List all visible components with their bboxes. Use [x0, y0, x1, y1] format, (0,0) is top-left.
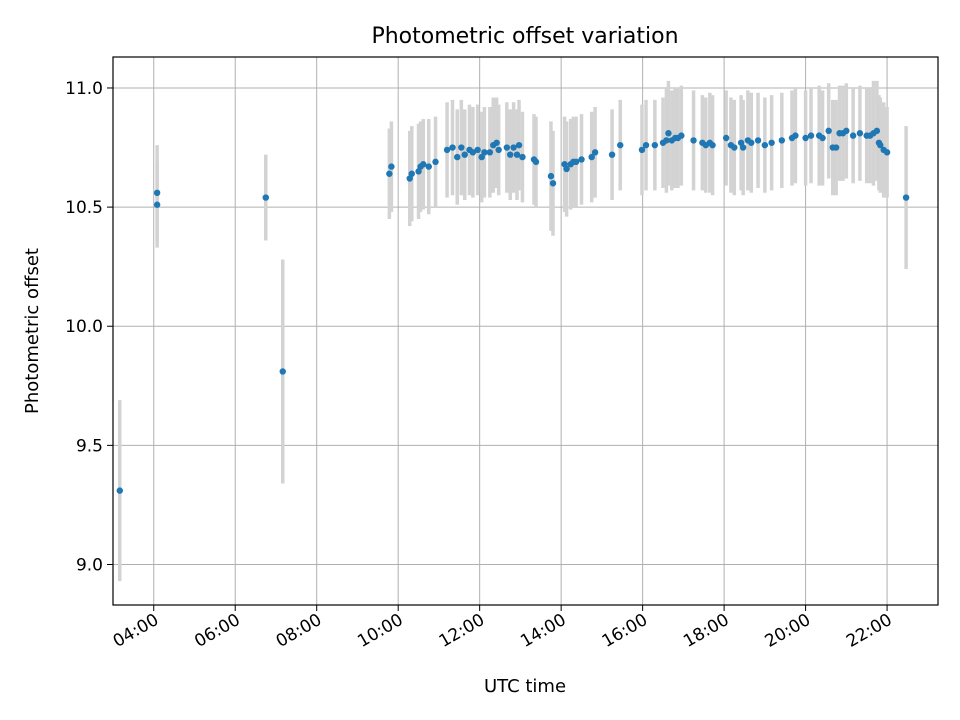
data-point — [819, 134, 826, 142]
grid — [113, 57, 938, 605]
data-point — [642, 141, 650, 149]
y-tick-label: 10.0 — [65, 317, 103, 337]
data-point — [739, 144, 747, 151]
data-point — [663, 137, 670, 144]
data-point — [458, 144, 465, 151]
data-point — [825, 127, 832, 135]
data-point — [495, 146, 502, 154]
data-point — [690, 137, 697, 144]
data-point — [513, 151, 521, 158]
x-tick-label: 04:00 — [110, 610, 162, 652]
data-point — [116, 487, 123, 494]
data-point — [778, 137, 786, 144]
y-tick-label: 11.0 — [65, 79, 103, 99]
data-point — [153, 189, 161, 197]
data-point — [768, 139, 775, 146]
data-point — [617, 141, 624, 149]
data-point — [486, 149, 494, 156]
x-tick-label: 06:00 — [191, 610, 243, 652]
data-points — [116, 127, 910, 494]
data-point — [493, 139, 500, 146]
data-point — [849, 132, 857, 139]
data-point — [420, 161, 427, 168]
x-tick-label: 22:00 — [843, 610, 895, 652]
chart-title: Photometric offset variation — [371, 24, 678, 49]
data-point — [807, 132, 815, 139]
data-point — [279, 368, 286, 375]
x-tick-label: 14:00 — [517, 610, 569, 652]
data-point — [503, 144, 511, 151]
data-point — [547, 172, 555, 180]
x-tick-label: 18:00 — [680, 610, 732, 652]
data-point — [443, 146, 451, 154]
data-point — [425, 163, 432, 170]
data-point — [578, 156, 585, 163]
data-point — [902, 194, 910, 201]
data-point — [754, 137, 762, 144]
data-point — [761, 141, 769, 149]
data-point — [449, 144, 456, 151]
data-point — [388, 163, 395, 170]
data-point — [469, 149, 477, 156]
data-point — [588, 153, 595, 161]
x-tick-label: 08:00 — [273, 610, 325, 652]
data-point — [478, 153, 485, 161]
data-point — [481, 149, 488, 156]
data-point — [474, 146, 481, 154]
data-point — [532, 158, 540, 166]
data-point — [665, 130, 672, 137]
x-axis-label: UTC time — [484, 676, 566, 697]
data-point — [843, 127, 850, 135]
data-point — [153, 201, 161, 208]
data-point — [519, 153, 526, 161]
data-point — [432, 158, 439, 166]
data-point — [262, 194, 269, 201]
data-point — [461, 151, 468, 158]
y-tick-label: 9.0 — [76, 555, 103, 575]
x-tick-label: 16:00 — [599, 610, 651, 652]
data-point — [731, 144, 738, 151]
x-tick-label: 10:00 — [354, 610, 406, 652]
data-point — [883, 149, 891, 156]
data-point — [792, 132, 799, 139]
y-tick-label: 9.5 — [76, 436, 103, 456]
y-axis-ticks: 9.0 9.5 10.0 10.5 11.0 — [65, 79, 113, 575]
data-point — [386, 170, 393, 177]
data-point — [510, 144, 517, 151]
data-point — [722, 134, 730, 142]
data-point — [638, 146, 646, 154]
data-point — [515, 141, 523, 149]
data-point — [572, 158, 580, 166]
data-point — [856, 130, 864, 137]
data-point — [709, 141, 716, 149]
data-point — [454, 153, 461, 161]
x-tick-label: 12:00 — [436, 610, 488, 652]
data-point — [591, 149, 599, 156]
data-point — [877, 141, 884, 149]
data-point — [563, 165, 570, 173]
data-point — [802, 134, 809, 142]
y-axis-label: Photometric offset — [22, 248, 43, 414]
data-point — [549, 180, 557, 187]
x-axis-ticks: 04:00 06:00 08:00 10:00 12:00 14:00 16:00 18:00… — [110, 605, 896, 652]
data-point — [408, 170, 415, 177]
data-point — [873, 127, 881, 135]
data-point — [651, 141, 659, 149]
data-point — [507, 151, 514, 158]
data-point — [678, 132, 685, 139]
y-tick-label: 10.5 — [65, 198, 103, 218]
data-point — [832, 144, 840, 151]
plot-area — [112, 56, 939, 606]
data-point — [608, 151, 616, 158]
data-point — [748, 139, 755, 146]
x-tick-label: 20:00 — [762, 610, 814, 652]
